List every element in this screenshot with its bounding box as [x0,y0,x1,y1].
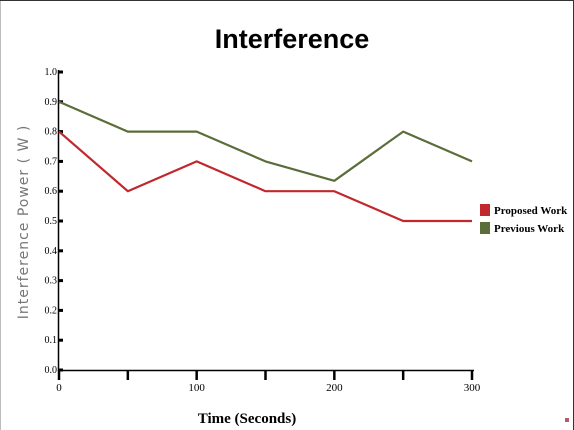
y-tick-label: 0.1 [45,335,58,346]
y-tick-label: 0.8 [45,127,58,138]
x-tick-label: 200 [326,382,343,394]
series-line-proposed-work [58,130,472,223]
x-tick-label: 0 [56,382,62,394]
x-tick-label: 100 [188,382,205,394]
corner-marker [565,418,569,422]
x-axis-label: Time (Seconds) [198,411,296,427]
legend-swatch-previous-work [480,222,490,234]
y-tick-label: 0.0 [45,365,58,376]
legend-swatch-proposed-work [480,204,490,216]
y-tick-label: 1.0 [45,67,58,78]
y-tick-label: 0.6 [45,186,58,197]
y-tick-label: 0.5 [45,216,58,227]
chart-title: Interference [215,24,370,54]
series-layer [58,100,473,223]
y-tick-label: 0.2 [45,305,58,316]
y-tick-label: 0.4 [45,246,58,257]
legend-label-previous-work: Previous Work [494,223,565,235]
y-tick-label: 0.3 [45,276,58,287]
series-line-previous-work [58,100,473,182]
y-tick-label: 0.9 [45,97,58,108]
y-axis-label: Interference Power ( W ) [16,125,32,320]
y-tick-label: 0.7 [45,156,58,167]
x-tick-label: 300 [464,382,481,394]
legend: Proposed Work Previous Work [480,204,568,235]
axes: 0.0 0.1 0.2 0.3 0.4 0.5 0.6 0.7 0.8 0.9 1.0 0 100 200… [45,67,481,394]
legend-label-proposed-work: Proposed Work [494,205,568,217]
